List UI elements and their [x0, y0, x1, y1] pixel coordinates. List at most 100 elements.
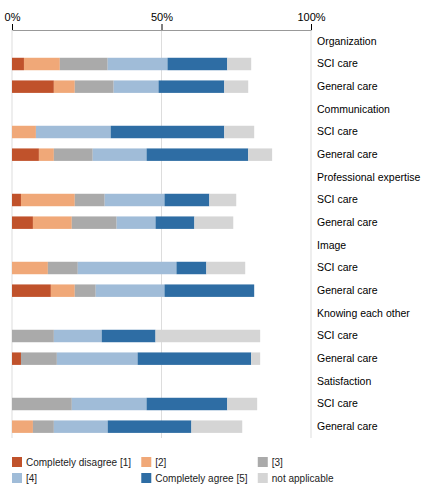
bar	[164, 194, 209, 206]
tick-label: SCI care	[317, 329, 358, 341]
tick-label: General care	[317, 420, 378, 432]
bar	[60, 58, 108, 70]
bar	[12, 194, 21, 206]
legend-swatch	[258, 457, 268, 467]
tick-label: SCI care	[317, 397, 358, 409]
tick: Satisfaction	[317, 375, 371, 387]
tick: SCI care	[317, 57, 358, 69]
bar	[105, 194, 165, 206]
tick: General care	[317, 80, 378, 92]
bar	[12, 375, 13, 387]
tick: 50%	[151, 11, 173, 30]
tick-label: Satisfaction	[317, 375, 371, 387]
bar	[108, 420, 192, 432]
tick: General care	[317, 216, 378, 228]
bar	[12, 330, 54, 342]
bar	[206, 262, 245, 274]
bar	[167, 58, 227, 70]
bar	[159, 80, 225, 92]
series	[156, 58, 273, 433]
legend-item: [3]	[258, 457, 283, 468]
bar	[147, 398, 228, 410]
bar	[12, 307, 13, 319]
bar	[12, 103, 13, 115]
bar	[12, 103, 13, 115]
series	[12, 58, 75, 433]
legend-label: [4]	[26, 473, 37, 484]
bar	[12, 35, 13, 47]
bar	[209, 194, 236, 206]
bar	[12, 216, 33, 228]
bar	[12, 307, 13, 319]
series	[12, 58, 54, 365]
bar	[102, 330, 156, 342]
bar	[12, 171, 13, 183]
bar	[75, 284, 96, 296]
bar	[12, 307, 13, 319]
bar	[12, 375, 13, 387]
bar	[12, 171, 13, 183]
bar	[12, 375, 13, 387]
tick-mark	[311, 24, 312, 30]
bar	[12, 103, 13, 115]
bar	[176, 262, 206, 274]
tick-label: General care	[317, 148, 378, 160]
bar	[21, 352, 57, 364]
tick-label: SCI care	[317, 125, 358, 137]
legend-swatch	[141, 457, 151, 467]
bar	[12, 35, 13, 47]
bar	[191, 420, 242, 432]
bar	[12, 103, 13, 115]
tick-label: General care	[317, 80, 378, 92]
bar	[21, 194, 75, 206]
legend-label: [2]	[155, 457, 166, 468]
tick: SCI care	[317, 125, 358, 137]
bar	[147, 148, 249, 160]
chart: 0%50%100%OrganizationSCI careGeneral car…	[0, 0, 441, 500]
bar	[33, 420, 54, 432]
bar	[12, 398, 72, 410]
bar	[12, 239, 13, 251]
bar	[12, 239, 13, 251]
bar	[12, 171, 13, 183]
bars	[12, 58, 272, 433]
bar	[12, 35, 13, 47]
bar	[12, 284, 51, 296]
y-axis: Organization SCI care General care Communic…	[317, 35, 420, 432]
bar	[12, 148, 39, 160]
bar	[75, 80, 114, 92]
bar	[227, 398, 257, 410]
legend-swatch	[141, 473, 151, 483]
tick-label: Organization	[317, 35, 377, 47]
tick-mark	[162, 24, 163, 30]
axis-line	[13, 30, 312, 31]
bar	[57, 352, 138, 364]
bar	[93, 148, 147, 160]
bar	[12, 262, 48, 274]
tick: Knowing each other	[317, 307, 410, 319]
tick-label: Communication	[317, 103, 390, 115]
tick-label: SCI care	[317, 261, 358, 273]
bar	[12, 171, 13, 183]
series	[36, 58, 177, 433]
bar	[12, 35, 13, 47]
tick-label: Knowing each other	[317, 307, 410, 319]
bar	[12, 239, 13, 251]
legend-label: not applicable	[272, 473, 334, 484]
tick: Professional expertise	[317, 171, 420, 183]
bar	[12, 58, 24, 70]
bar	[156, 330, 261, 342]
legend-item: not applicable	[258, 473, 334, 484]
bar	[72, 398, 147, 410]
tick-label: 0%	[5, 11, 21, 23]
bar	[227, 58, 251, 70]
bar	[12, 239, 13, 251]
bar	[12, 420, 33, 432]
bar	[12, 35, 13, 47]
bar	[75, 194, 105, 206]
bar	[24, 58, 60, 70]
tick: General care	[317, 352, 378, 364]
legend-label: Completely agree [5]	[155, 473, 247, 484]
bar	[12, 103, 13, 115]
bar	[12, 80, 54, 92]
